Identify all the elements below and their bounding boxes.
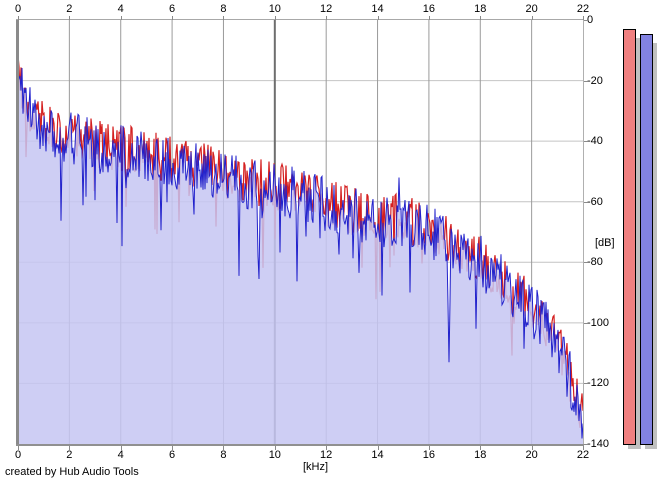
axis-tick-mark [69, 446, 71, 450]
axis-tick-mark [377, 446, 379, 450]
axis-tick-mark [584, 80, 588, 82]
axis-tick-mark [326, 16, 328, 20]
credit-text: created by Hub Audio Tools [5, 466, 139, 478]
y-axis-unit-label: [dB] [595, 237, 615, 249]
axis-right [583, 20, 584, 445]
axis-tick-label: 8 [220, 449, 227, 461]
axis-tick-label: 18 [474, 449, 487, 461]
axis-tick-label: 4 [117, 3, 124, 15]
axis-tick-label: 10 [268, 449, 281, 461]
axis-tick-mark [172, 446, 174, 450]
level-meter-blue [640, 34, 653, 445]
axis-tick-mark [274, 446, 276, 450]
axis-tick-label: -100 [587, 316, 610, 329]
axis-tick-mark [584, 444, 588, 445]
axis-tick-mark [584, 20, 588, 21]
axis-tick-label: 8 [220, 3, 227, 15]
axis-tick-label: 20 [525, 449, 538, 461]
axis-tick-mark [69, 16, 71, 20]
axis-tick-mark [326, 446, 328, 450]
axis-tick-label: 14 [371, 449, 384, 461]
axis-tick-mark [531, 446, 533, 450]
axis-tick-label: 2 [66, 3, 73, 15]
axis-tick-label: 16 [422, 3, 436, 15]
axis-tick-label: 4 [117, 449, 124, 461]
axis-tick-mark [428, 16, 430, 20]
axis-tick-label: 0 [587, 14, 594, 26]
axis-tick-mark [583, 16, 584, 20]
axis-tick-mark [223, 446, 225, 450]
axis-tick-mark [531, 16, 533, 20]
axis-tick-label: -40 [587, 135, 603, 148]
axis-tick-label: -120 [587, 377, 610, 390]
axis-tick-mark [172, 16, 174, 20]
spectrum-area-fill [18, 68, 583, 444]
axis-tick-mark [480, 16, 482, 20]
axis-tick-mark [584, 383, 588, 385]
axis-tick-mark [120, 16, 122, 20]
axis-tick-label: 12 [320, 3, 333, 15]
axis-tick-mark [584, 322, 588, 324]
axis-tick-label: -60 [587, 195, 603, 208]
axis-tick-label: 6 [169, 3, 176, 15]
axis-tick-mark [18, 446, 19, 450]
axis-tick-mark [428, 446, 430, 450]
axis-tick-label: 6 [169, 449, 176, 461]
axis-tick-label: 10 [268, 3, 281, 15]
axis-tick-mark [480, 446, 482, 450]
axis-tick-label: 16 [422, 449, 436, 461]
axis-tick-mark [584, 141, 588, 143]
axis-tick-label: 22 [576, 3, 590, 15]
axis-tick-label: 18 [474, 3, 487, 15]
axis-left [16, 20, 19, 446]
axis-tick-mark [274, 16, 276, 20]
axis-tick-mark [223, 16, 225, 20]
axis-tick-label: 12 [320, 449, 333, 461]
axis-tick-label: 22 [576, 449, 590, 461]
axis-tick-mark [584, 201, 588, 203]
spectrum-chart [18, 20, 583, 444]
level-meter-red [623, 29, 636, 445]
axis-tick-label: 20 [525, 3, 538, 15]
axis-tick-label: -20 [587, 74, 603, 87]
axis-tick-label: -80 [587, 256, 603, 269]
axis-tick-mark [583, 446, 584, 450]
axis-tick-mark [120, 446, 122, 450]
axis-tick-label: 2 [66, 449, 73, 461]
x-axis-unit-label: [kHz] [303, 461, 329, 473]
axis-top [16, 19, 584, 20]
axis-tick-label: 0 [14, 3, 22, 15]
axis-tick-label: 0 [14, 449, 22, 461]
axis-tick-label: 14 [371, 3, 384, 15]
axis-bottom [16, 444, 584, 446]
axis-tick-mark [584, 262, 588, 264]
trace-blue [18, 67, 583, 439]
axis-tick-label: -140 [587, 438, 610, 450]
axis-tick-mark [377, 16, 379, 20]
axis-tick-mark [18, 16, 19, 20]
